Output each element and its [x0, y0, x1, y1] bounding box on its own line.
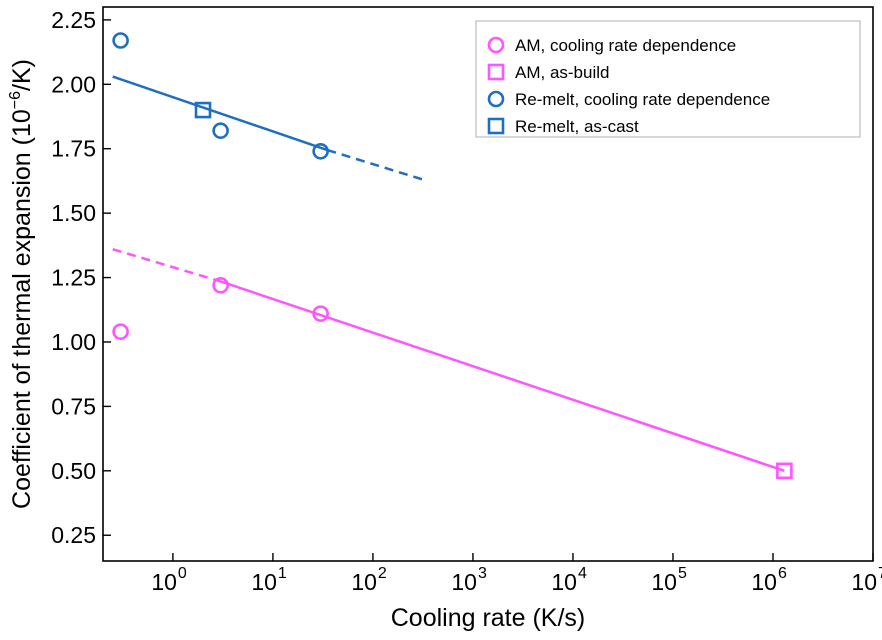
square-marker: [487, 63, 505, 81]
x-tick-exponent: 0: [178, 565, 187, 582]
circle-marker: [487, 90, 505, 108]
x-tick-exponent: 6: [778, 565, 787, 582]
y-tick-label: 1.00: [51, 329, 96, 355]
y-axis-label-suffix: /K): [8, 59, 36, 91]
x-axis-label: Cooling rate (K/s): [391, 604, 586, 632]
y-tick-label: 2.00: [51, 71, 96, 97]
x-tick-exponent: 4: [578, 565, 587, 582]
square-marker: [776, 462, 793, 480]
x-tick-label: 105: [651, 565, 687, 595]
y-tick-label: 0.75: [51, 393, 96, 419]
legend-entry-label: Re-melt, as-cast: [515, 117, 639, 136]
y-axis-label-exponent: −6: [7, 91, 24, 109]
fit-line-dashed: [112, 248, 221, 283]
legend: AM, cooling rate dependence AM, as-build R…: [475, 20, 861, 138]
x-tick-exponent: 3: [478, 565, 487, 582]
x-tick-exponent: 5: [678, 565, 687, 582]
legend-entry-label: Re-melt, cooling rate dependence: [515, 90, 770, 109]
y-axis-label: Coefficient of thermal expansion (10−6/K…: [7, 59, 36, 509]
x-tick-label: 101: [251, 565, 287, 595]
x-tick-label: 100: [151, 565, 187, 595]
y-tick-label: 1.75: [51, 136, 96, 162]
y-tick-label: 2.25: [51, 7, 96, 33]
x-axis-ticks: 100101102103104105106107: [151, 553, 882, 595]
fit-line-solid: [220, 280, 785, 472]
circle-marker: [112, 323, 129, 340]
circle-marker: [312, 142, 329, 160]
circle-marker: [212, 122, 229, 139]
y-axis-label-prefix: Coefficient of thermal expansion (10: [8, 109, 36, 509]
legend-entry-label: AM, as-build: [515, 63, 609, 82]
x-tick-label: 103: [451, 565, 487, 595]
fit-line-dashed: [326, 148, 428, 183]
circle-marker: [312, 305, 329, 322]
circle-marker: [487, 36, 505, 54]
y-tick-label: 0.25: [51, 522, 96, 548]
x-tick-label: 102: [351, 565, 387, 595]
square-marker: [194, 101, 212, 119]
y-tick-label: 0.50: [51, 458, 96, 484]
legend-entry-label: AM, cooling rate dependence: [515, 36, 736, 55]
circle-marker: [112, 32, 129, 49]
y-tick-label: 1.25: [51, 265, 96, 291]
x-tick-label: 107: [851, 565, 882, 595]
x-tick-exponent: 1: [278, 565, 287, 582]
legend-box: [475, 20, 861, 138]
fit-line-solid: [112, 75, 328, 152]
x-tick-label: 106: [751, 565, 787, 595]
data-points: [112, 32, 793, 480]
x-tick-exponent: 7: [878, 565, 882, 582]
square-marker: [487, 117, 505, 135]
x-tick-exponent: 2: [378, 565, 387, 582]
y-tick-label: 1.50: [51, 200, 96, 226]
plot-frame: [102, 6, 874, 562]
y-axis-ticks: 0.25 0.50 0.75 1.00 1.25 1.50 1.75 2.00 2.25: [51, 7, 111, 548]
circle-marker: [212, 276, 229, 294]
x-tick-label: 104: [551, 565, 587, 595]
